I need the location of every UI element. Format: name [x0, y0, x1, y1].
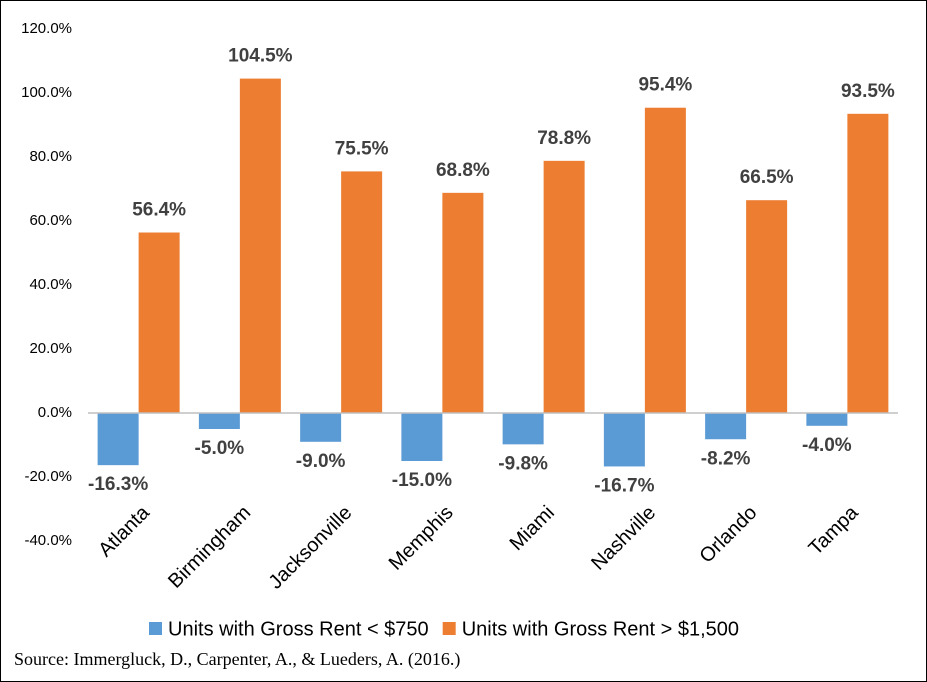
- bar: [401, 413, 443, 461]
- bar: [198, 413, 240, 429]
- y-tick-label: 120.0%: [21, 20, 72, 37]
- value-label: -9.8%: [498, 453, 548, 474]
- value-label: -9.0%: [296, 451, 346, 472]
- bar: [97, 413, 139, 466]
- y-tick-label: 100.0%: [21, 84, 72, 101]
- value-label: 93.5%: [841, 81, 895, 102]
- y-tick-label: 0.0%: [38, 404, 72, 421]
- bar: [543, 160, 585, 413]
- bar: [705, 413, 747, 440]
- value-label: -15.0%: [392, 470, 452, 491]
- bar: [806, 413, 848, 426]
- source-note: Source: Immergluck, D., Carpenter, A., &…: [14, 649, 460, 670]
- value-label: -4.0%: [802, 435, 852, 456]
- bar: [300, 413, 342, 442]
- value-label: 66.5%: [740, 167, 794, 188]
- legend-label: Units with Gross Rent < $750: [168, 618, 429, 640]
- value-label: -5.0%: [195, 438, 245, 459]
- legend-swatch: [442, 622, 456, 635]
- value-label: -16.3%: [88, 474, 148, 495]
- bar: [847, 113, 889, 414]
- y-tick-label: 60.0%: [29, 212, 72, 229]
- value-label: 56.4%: [132, 200, 186, 221]
- bar: [341, 171, 383, 413]
- bar: [138, 232, 180, 413]
- legend-label: Units with Gross Rent > $1,500: [462, 618, 739, 640]
- value-label: -16.7%: [594, 475, 654, 496]
- bar: [502, 413, 544, 445]
- bar: [644, 107, 686, 413]
- bar: [746, 200, 788, 413]
- value-label: 75.5%: [335, 138, 389, 159]
- y-tick-label: -20.0%: [24, 468, 72, 485]
- value-label: -8.2%: [701, 448, 751, 469]
- value-label: 78.8%: [537, 128, 591, 149]
- value-label: 95.4%: [638, 75, 692, 96]
- legend-swatch: [149, 622, 162, 635]
- value-label: 104.5%: [228, 46, 293, 67]
- bar: [239, 78, 281, 413]
- bar: [603, 413, 645, 467]
- y-tick-label: 80.0%: [29, 148, 72, 165]
- y-tick-label: 20.0%: [29, 340, 72, 357]
- bar: [442, 192, 484, 413]
- y-tick-label: -40.0%: [24, 532, 72, 549]
- value-label: 68.8%: [436, 160, 490, 181]
- y-tick-label: 40.0%: [29, 276, 72, 293]
